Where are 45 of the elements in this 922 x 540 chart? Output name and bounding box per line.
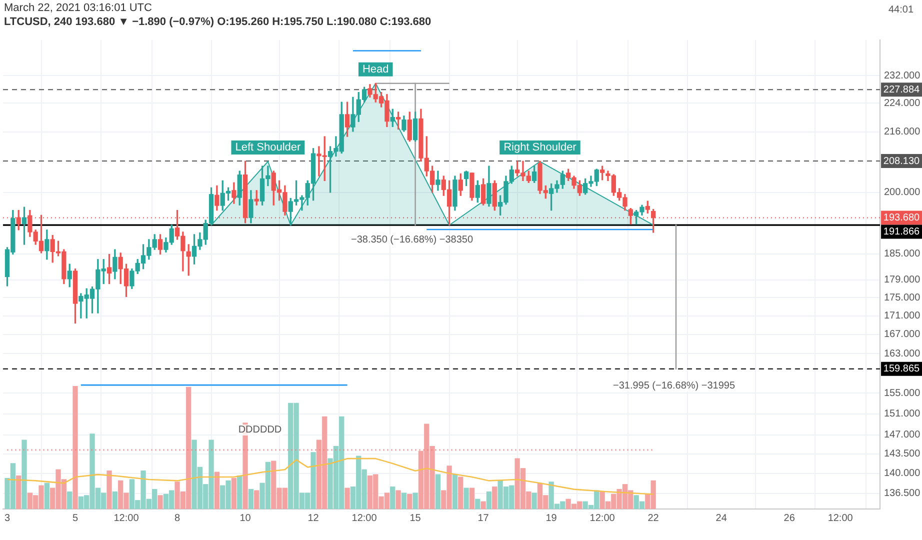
x-tick-label: 19 (546, 512, 558, 524)
y-tick-label: 216.000 (884, 126, 921, 138)
x-tick-label: 12:00 (590, 512, 616, 524)
y-tick-label: 185.000 (884, 248, 921, 260)
annotation: −38.350 (−16.68%) −38350 (348, 234, 476, 246)
y-tick-label: 175.000 (884, 292, 921, 304)
y-tick-label: 179.000 (884, 274, 921, 286)
ref-line-label: 208.130 (883, 156, 920, 167)
chart-subtitle: March 22, 2021 03:16:01 UTC (4, 2, 152, 14)
y-tick-label: 151.000 (884, 408, 921, 420)
x-tick-label: 12:00 (352, 512, 378, 524)
ref-line-label: 191.866 (883, 226, 920, 238)
y-tick-label: 232.000 (884, 70, 921, 82)
ref-line-label: 193.680 (883, 212, 920, 224)
y-tick-label: 167.000 (884, 329, 921, 340)
y-tick-label: 163.000 (884, 348, 921, 360)
y-tick-label: 140.000 (884, 468, 921, 480)
chart-title: LTCUSD, 240 193.680 ▼ −1.890 (−0.97%) O:195.260 H:195.750 L:190.080 C:193.680 (4, 16, 432, 28)
y-tick-label: 147.000 (884, 430, 921, 441)
y-tick-label: 224.000 (884, 98, 921, 109)
annotation: Head (362, 63, 389, 76)
y-tick-label: 136.500 (884, 488, 921, 500)
x-tick-label: 22 (648, 512, 660, 524)
x-tick-label: 5 (72, 512, 78, 524)
x-tick-label: 12 (308, 512, 320, 524)
ref-line-label: 227.884 (883, 84, 920, 96)
x-tick-label: 15 (410, 512, 422, 524)
y-tick-label: 171.000 (884, 310, 921, 322)
x-tick-label: 10 (240, 512, 252, 524)
annotation: Right Shoulder (504, 142, 577, 154)
ref-line-label: 159.865 (883, 364, 920, 375)
x-tick-label: 12:00 (828, 512, 854, 524)
y-tick-label: 155.000 (884, 388, 921, 399)
annotation: −31.995 (−16.68%) −31995 (610, 380, 738, 392)
text: 44:01 (886, 4, 916, 16)
y-tick-label: 143.500 (884, 448, 921, 460)
annotation: DDDDDD (236, 424, 284, 436)
x-tick-label: 3 (4, 512, 10, 524)
x-tick-label: 24 (716, 512, 728, 524)
y-tick-label: 200.000 (884, 187, 921, 198)
x-tick-label: 17 (478, 512, 490, 524)
annotation: Left Shoulder (235, 142, 301, 154)
x-tick-label: 26 (784, 512, 796, 524)
x-tick-label: 8 (174, 512, 180, 524)
x-tick-label: 12:00 (114, 512, 140, 524)
